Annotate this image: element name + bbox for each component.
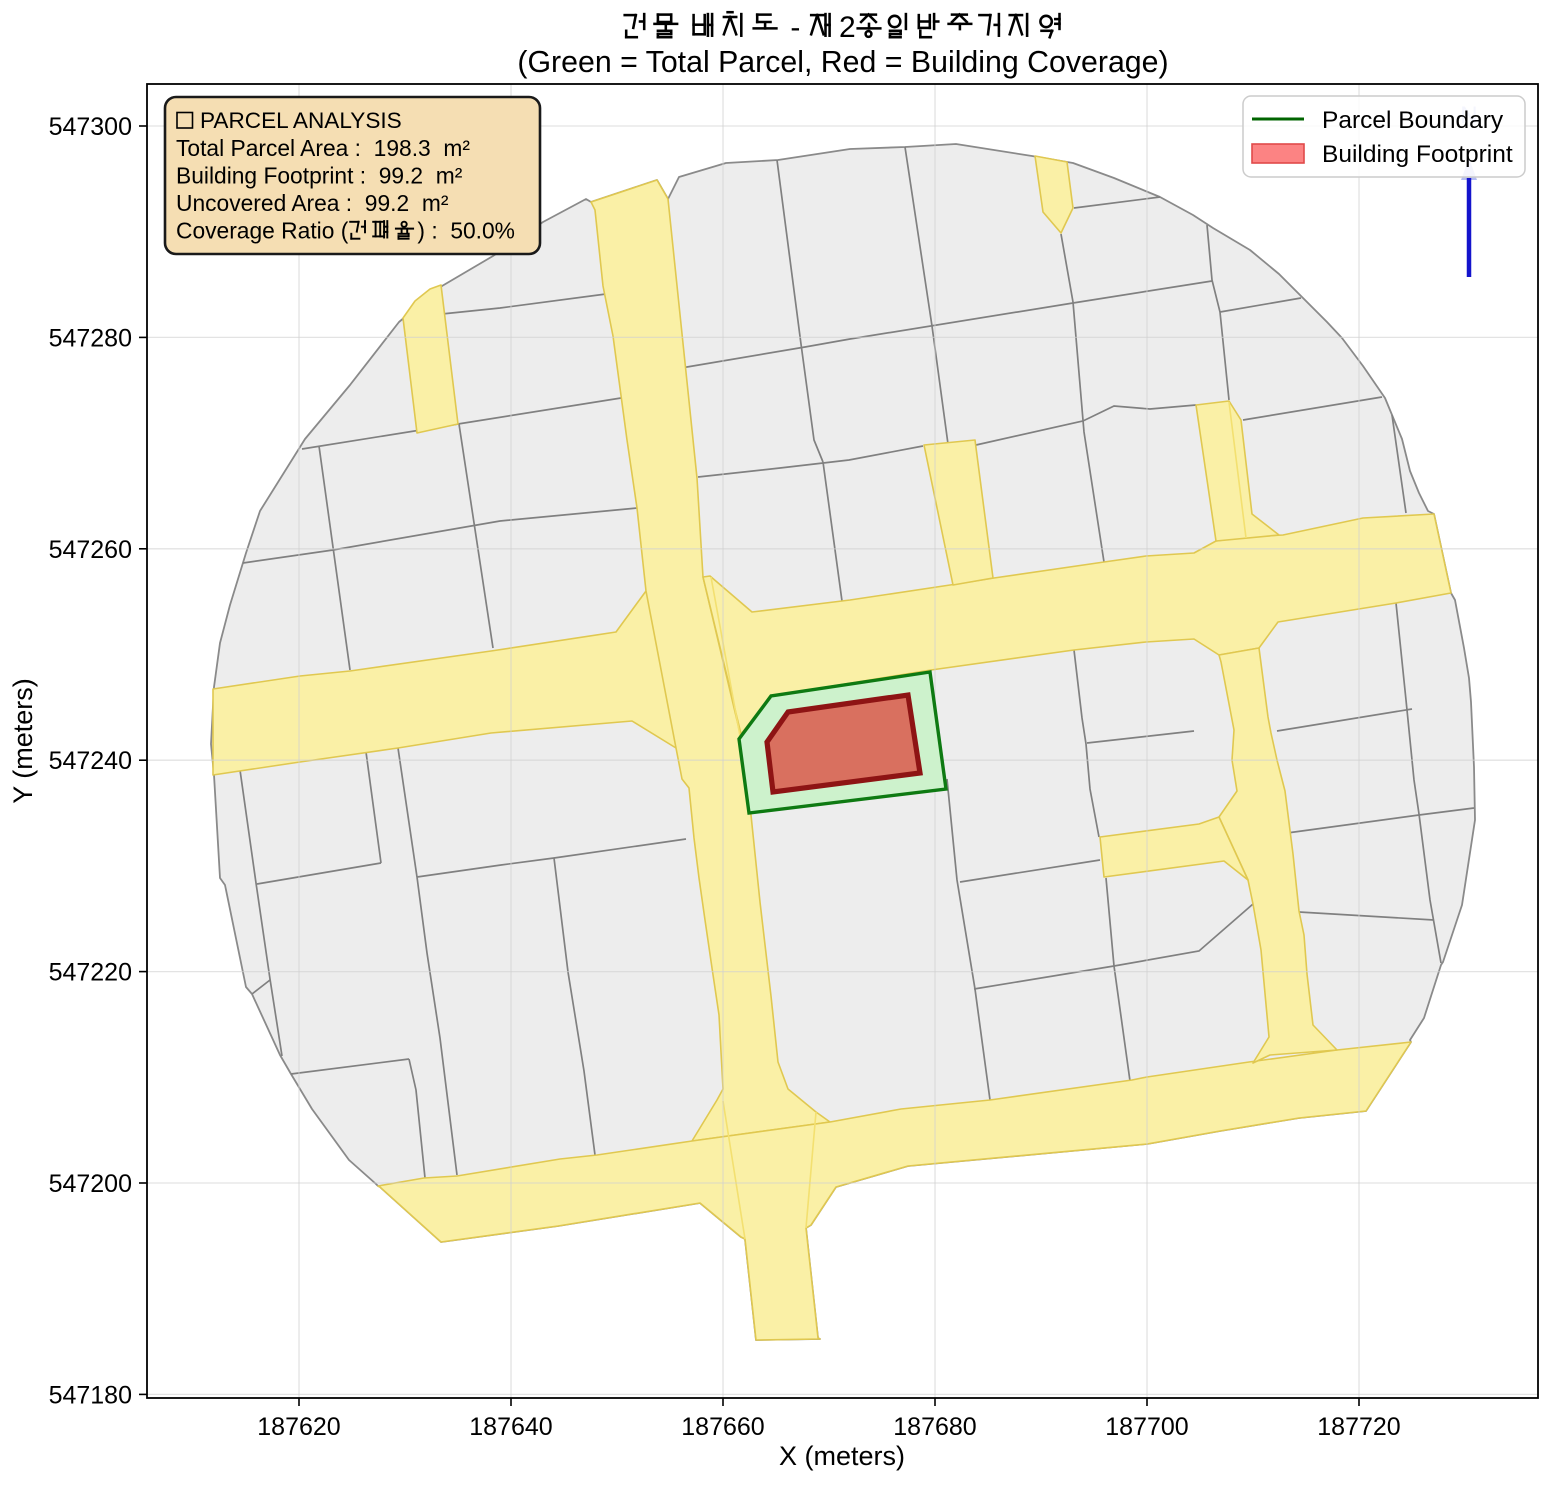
svg-text:2: 2: [839, 11, 856, 44]
svg-text:547300: 547300: [49, 113, 132, 141]
svg-text:547260: 547260: [49, 536, 132, 564]
svg-text:547240: 547240: [49, 747, 132, 775]
svg-text:-: -: [782, 11, 809, 44]
svg-text:547180: 547180: [49, 1381, 132, 1409]
svg-text:PARCEL ANALYSIS: PARCEL ANALYSIS: [200, 108, 402, 133]
svg-text:(Green = Total Parcel, Red = B: (Green = Total Parcel, Red = Building Co…: [517, 46, 1168, 79]
svg-text:Uncovered Area : 99.2 m²: Uncovered Area : 99.2 m²: [176, 190, 449, 216]
svg-text:187660: 187660: [681, 1413, 764, 1441]
svg-text:Y (meters): Y (meters): [8, 678, 38, 804]
svg-text:547280: 547280: [49, 324, 132, 352]
svg-text:187640: 187640: [469, 1413, 552, 1441]
svg-text:Coverage Ratio (: Coverage Ratio (: [176, 218, 349, 244]
svg-text:Building Footprint : 99.2 m²: Building Footprint : 99.2 m²: [176, 163, 463, 189]
svg-text:187620: 187620: [257, 1413, 340, 1441]
svg-text:187680: 187680: [893, 1413, 976, 1441]
svg-text:Total Parcel Area : 198.3 m²: Total Parcel Area : 198.3 m²: [176, 135, 470, 161]
svg-text:Building Footprint: Building Footprint: [1322, 141, 1513, 168]
svg-text:547220: 547220: [49, 959, 132, 987]
svg-text:Parcel Boundary: Parcel Boundary: [1322, 107, 1504, 134]
svg-text:547200: 547200: [49, 1170, 132, 1198]
svg-text:187700: 187700: [1105, 1413, 1188, 1441]
svg-text:X (meters): X (meters): [779, 1441, 905, 1471]
svg-text:) : 50.0%: ) : 50.0%: [417, 218, 515, 244]
svg-text:187720: 187720: [1317, 1413, 1400, 1441]
